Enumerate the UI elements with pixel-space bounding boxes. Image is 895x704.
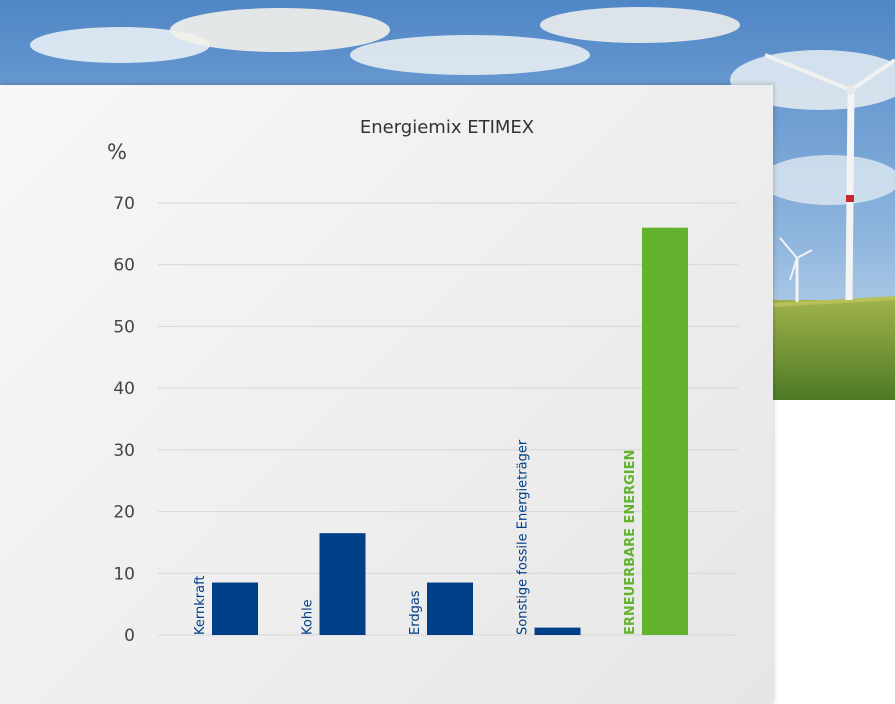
energy-mix-chart: 0 10 20 30 40 50 60 70 Kernkraft Kohle Erdgas Sons…: [107, 117, 738, 646]
bar: [642, 227, 688, 635]
bar: [534, 627, 581, 635]
chart-title: Energiemix ETIMEX: [360, 117, 534, 138]
y-tick-label: 70: [113, 194, 135, 214]
category-labels: Kernkraft Kohle Erdgas Sonstige fossile Ene…: [193, 439, 638, 635]
wind-turbine-icon: [764, 53, 895, 301]
y-tick-labels: 0 10 20 30 40 50 60 70: [113, 194, 135, 646]
bar: [319, 533, 366, 635]
chart-card: 0 10 20 30 40 50 60 70 Kernkraft Kohle Erdgas Sons…: [0, 85, 773, 704]
category-label: Kohle: [301, 599, 316, 635]
y-axis-unit: %: [107, 140, 127, 164]
bar: [212, 582, 258, 635]
y-tick-label: 20: [113, 503, 135, 523]
category-label: Kernkraft: [193, 575, 208, 635]
category-label: Erdgas: [408, 590, 423, 635]
category-label: Sonstige fossile Energieträger: [516, 439, 531, 635]
wind-turbine-icon: [779, 237, 813, 302]
bars: [212, 227, 688, 635]
bar: [427, 582, 473, 635]
y-tick-label: 50: [113, 317, 135, 337]
y-tick-label: 0: [124, 626, 135, 646]
y-tick-label: 10: [113, 564, 135, 584]
y-tick-label: 40: [113, 379, 135, 399]
y-tick-label: 60: [113, 256, 135, 276]
category-label: ERNEUERBARE ENERGIEN: [623, 450, 638, 635]
y-tick-label: 30: [113, 441, 135, 461]
